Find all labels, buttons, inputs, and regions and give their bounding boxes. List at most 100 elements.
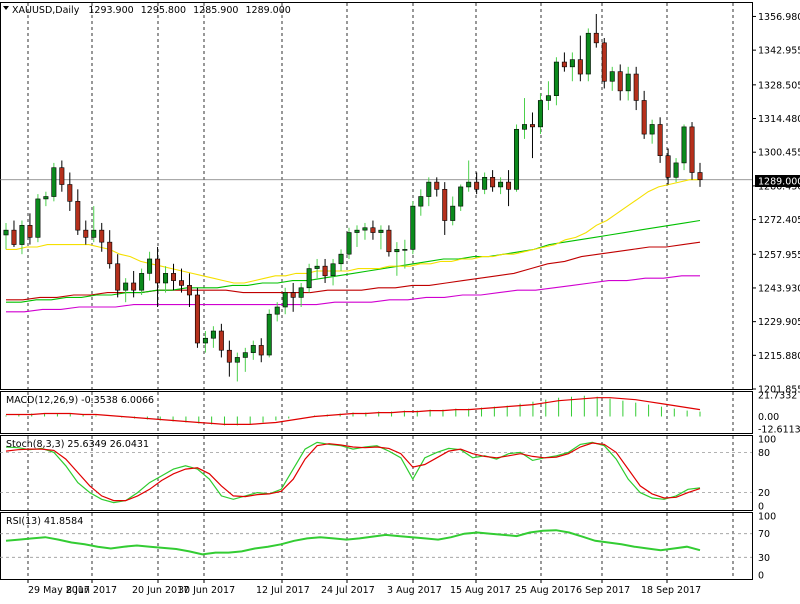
candle [649,119,655,144]
macd-label: MACD(12,26,9) -0.3538 6.0066 [6,395,154,406]
rsi-levels [0,533,752,558]
candle-body [617,71,623,92]
candle [258,338,264,363]
candle [386,225,392,257]
candle [529,112,535,159]
rsi-pane-frame [0,512,753,580]
price-tick-label: 1257.955 [758,250,800,261]
candle-body [609,71,615,82]
time-tick-label: 20 Jun 2017 [132,585,189,596]
price-pane[interactable]: XAUUSD,Daily 1293.900 1295.800 1285.900 … [0,5,752,382]
candle [466,160,472,192]
candle [697,162,703,187]
stochastic-levels [0,451,752,494]
candle-body [155,258,161,284]
candle-body [306,268,312,289]
time-tick-label: 8 Jun 2017 [66,585,117,596]
candle [394,242,400,276]
candle [194,287,200,348]
candle-body [418,196,424,207]
candle-body [51,167,57,197]
candle-body [697,172,703,181]
candle-body [298,287,304,298]
candle [83,220,89,245]
candle [426,177,432,207]
macd-tick-label: 21.7332 [758,391,797,402]
current-price-label-bg [755,175,800,187]
candle [91,206,97,243]
candle [633,66,639,111]
candle [537,93,543,135]
stochastic-pane[interactable]: Stoch(8,3,3) 25.6349 26.0431 [0,439,752,504]
candle [35,194,41,243]
candle [338,249,344,271]
stochastic-axis: 100 80 20 0 [758,435,776,513]
candle-body [258,345,264,356]
candle-body [681,126,687,164]
time-tick-label: 25 Aug 2017 [515,585,576,596]
candle [282,287,288,315]
candle [67,172,73,211]
price-axis: 1356.980 1342.955 1328.505 1314.480 1300.455… [752,12,800,396]
candle-body [625,73,631,92]
price-tick-label: 1342.955 [758,46,800,57]
stoch-tick-label: 100 [758,435,776,446]
candle-body [266,313,272,356]
candle-body [11,229,17,245]
candle-body [163,273,169,284]
candle-body [194,294,200,344]
candle-body [458,186,464,207]
candle-body [490,177,496,188]
candle-body [673,162,679,178]
candle-body [202,337,208,344]
candle-body [601,42,607,82]
header-close: 1289.000 [245,5,290,16]
candle-body [545,95,551,101]
rsi-tick-label: 30 [758,553,770,564]
macd-pane-frame [0,391,753,434]
candle-body [649,124,655,135]
ma-magenta-line [6,275,700,313]
candle [107,230,113,269]
time-tick-label: 6 Sep 2017 [576,585,630,596]
candle-body [394,249,400,253]
candle [370,220,376,240]
candle [402,239,408,269]
header-open: 1293.900 [88,5,133,16]
dropdown-triangle-icon[interactable] [3,6,9,10]
candle [19,220,25,255]
candle [155,246,161,307]
candle [553,57,559,106]
candle [11,220,17,247]
candle [226,340,232,377]
stoch-pane-frame [0,435,753,511]
stoch-tick-label: 0 [758,502,764,513]
candle [314,258,320,279]
macd-tick-label: -12.6113 [758,425,800,436]
rsi-pane[interactable]: RSI(13) 41.8584 [0,516,752,558]
candle-body [99,229,105,243]
macd-signal-line [6,397,701,425]
candle-body [67,184,73,202]
time-tick-label: 18 Sep 2017 [641,585,701,596]
time-tick-label: 15 Aug 2017 [450,585,511,596]
candle-body [529,124,535,128]
candle [306,263,312,293]
candle-body [537,100,543,128]
candle-body [402,249,408,251]
candle-body [689,126,695,173]
candle-body [593,32,599,44]
candle [490,170,496,192]
candle [641,90,647,139]
header-low: 1285.900 [193,5,238,16]
candle-body [434,181,440,190]
candle-body [43,196,49,200]
rsi-tick-label: 70 [758,529,770,540]
candle-body [577,59,583,75]
candle [522,98,527,139]
candle-body [179,280,184,286]
macd-pane[interactable]: MACD(12,26,9) -0.3538 6.0066 [5,395,701,426]
candle-body [27,225,33,238]
